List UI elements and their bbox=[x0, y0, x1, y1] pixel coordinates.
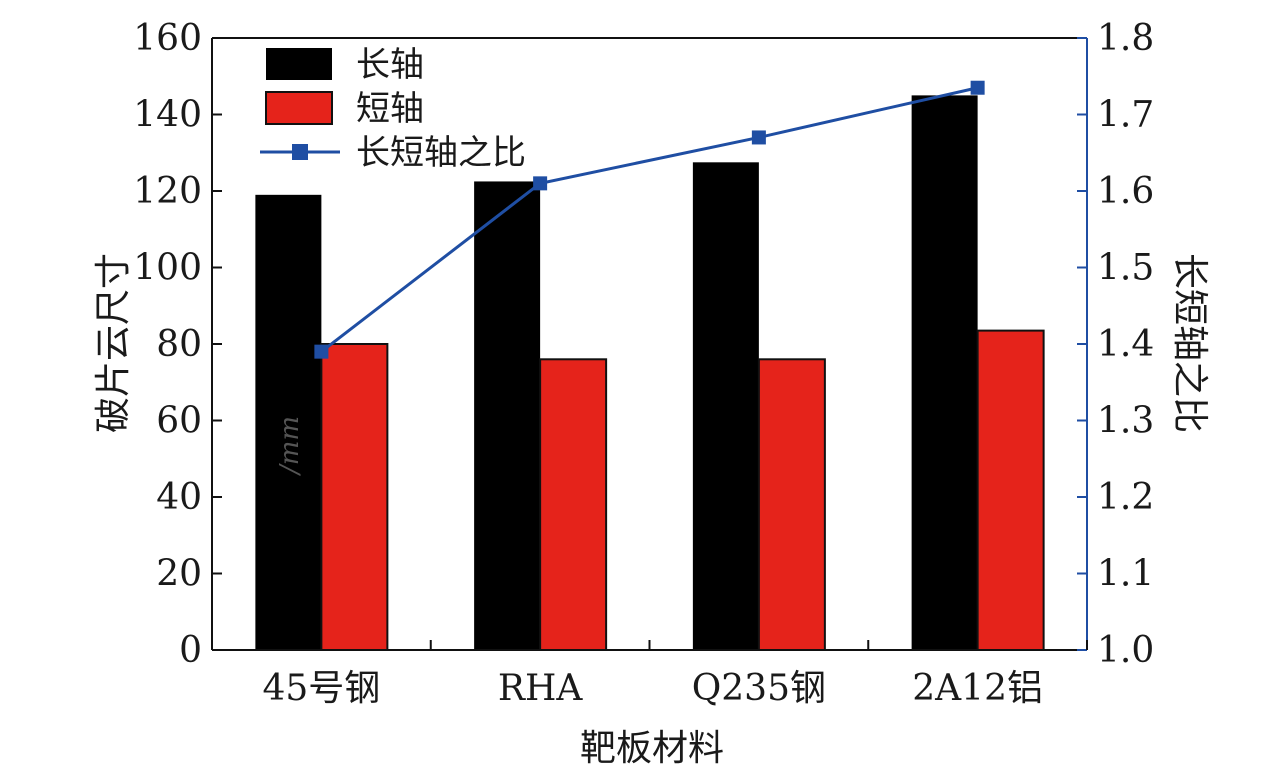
y-tick-label-4: 80 bbox=[156, 324, 202, 365]
bar-long-axis-1 bbox=[474, 181, 541, 650]
legend: 长轴 短轴 长短轴之比 bbox=[260, 45, 526, 173]
ratio-line-layer bbox=[314, 80, 985, 359]
y-tick-label-6: 120 bbox=[133, 171, 202, 212]
legend-swatch-long-axis bbox=[266, 48, 332, 80]
y2-tick-label-6: 1.6 bbox=[1097, 171, 1154, 212]
y-tick-label-0: 0 bbox=[179, 630, 202, 671]
x-axis-title: 靶板材料 bbox=[580, 728, 724, 769]
bar-short-axis-2 bbox=[757, 358, 826, 651]
bar-long-axis-0 bbox=[255, 194, 322, 650]
legend-label-short-axis: 短轴 bbox=[356, 89, 424, 129]
y-tick-label-2: 40 bbox=[156, 477, 202, 518]
y-tick-label-7: 140 bbox=[133, 95, 202, 136]
bars-layer bbox=[255, 95, 1045, 651]
bar-long-axis-3 bbox=[911, 95, 978, 650]
x-tick-label-0: 45号钢 bbox=[262, 668, 380, 709]
ratio-point-3 bbox=[970, 80, 985, 95]
bar-short-axis-0 bbox=[320, 343, 389, 651]
legend-swatch-short-axis bbox=[265, 91, 333, 125]
ratio-point-2 bbox=[751, 130, 766, 145]
y-tick-label-1: 20 bbox=[156, 554, 202, 595]
y2-tick-label-5: 1.5 bbox=[1097, 248, 1154, 289]
y-tick-label-5: 100 bbox=[133, 248, 202, 289]
y-axis-title: 破片云尺寸 bbox=[93, 253, 134, 433]
ratio-point-0 bbox=[314, 344, 329, 359]
x-tick-label-2: Q235钢 bbox=[692, 668, 826, 709]
y2-axis-title: 长短轴之比 bbox=[1169, 253, 1210, 433]
y2-tick-label-4: 1.4 bbox=[1097, 324, 1154, 365]
y-axis-unit: /mm bbox=[275, 416, 305, 477]
bar-short-axis-3 bbox=[976, 329, 1045, 651]
y2-tick-label-0: 1.0 bbox=[1097, 630, 1154, 671]
y2-tick-label-8: 1.8 bbox=[1097, 18, 1154, 59]
y2-tick-label-3: 1.3 bbox=[1097, 401, 1154, 442]
x-tick-label-3: 2A12铝 bbox=[912, 668, 1043, 709]
ticks-layer: 0 20 40 60 80 100 120 140 160 1.0 1.1 1.2 1.3 1.4 1.5 1… bbox=[133, 18, 1154, 709]
x-tick-label-1: RHA bbox=[498, 668, 584, 709]
y-tick-label-8: 160 bbox=[133, 18, 202, 59]
y2-tick-label-1: 1.1 bbox=[1097, 554, 1154, 595]
legend-label-ratio: 长短轴之比 bbox=[356, 133, 526, 173]
ratio-point-1 bbox=[533, 176, 548, 191]
bar-long-axis-2 bbox=[692, 162, 759, 650]
y-tick-label-3: 60 bbox=[156, 401, 202, 442]
y2-tick-label-2: 1.2 bbox=[1097, 477, 1154, 518]
legend-marker-ratio bbox=[292, 144, 308, 160]
ratio-line bbox=[320, 86, 978, 353]
bar-short-axis-1 bbox=[539, 358, 608, 651]
legend-label-long-axis: 长轴 bbox=[356, 45, 424, 85]
y2-tick-label-7: 1.7 bbox=[1097, 95, 1154, 136]
